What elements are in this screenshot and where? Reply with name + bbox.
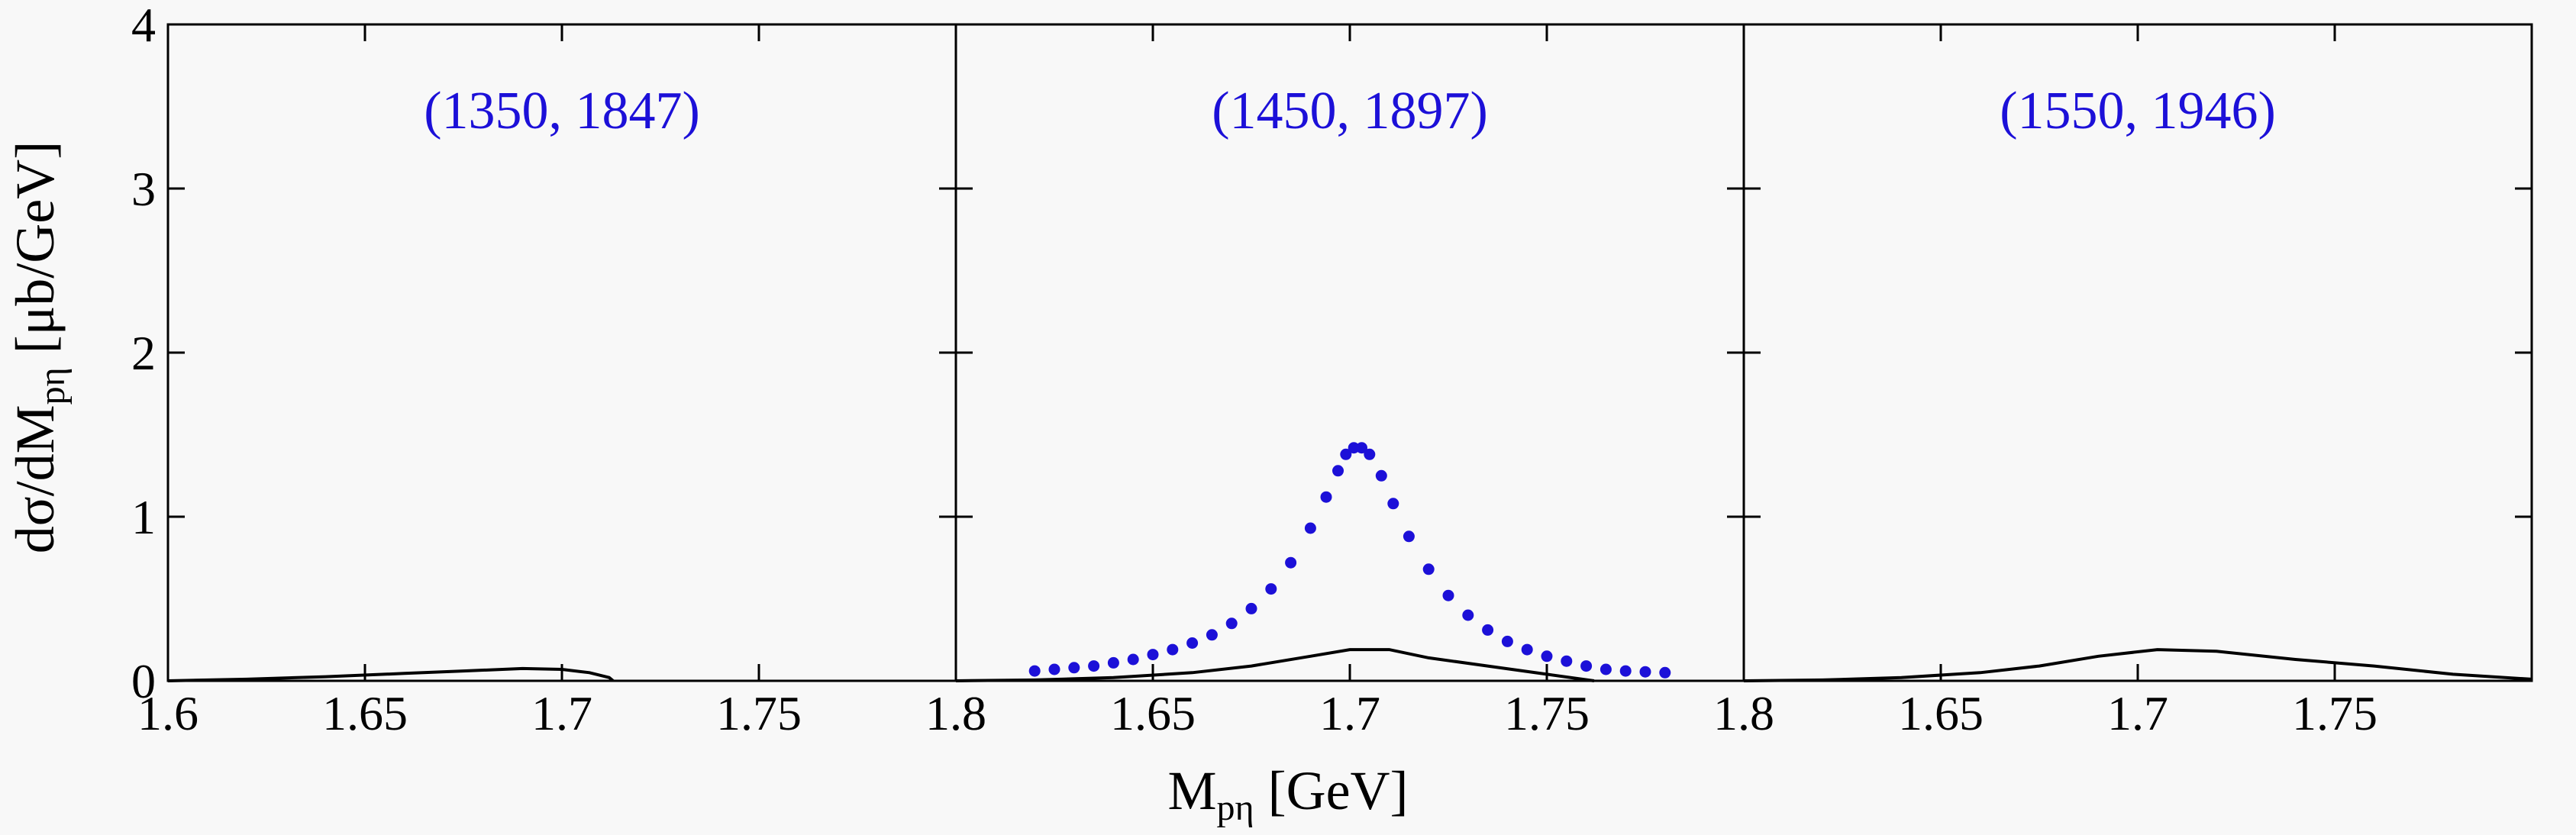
panel-2-dotted-point (1600, 663, 1612, 675)
panel-1-label: (1350, 1847) (424, 82, 700, 140)
panel-2-dotted-point (1088, 660, 1100, 672)
panel-2-dotted-point (1048, 663, 1060, 675)
panel-2-dotted-point (1068, 662, 1080, 674)
x-axis-title: Mpη [GeV] (1167, 760, 1408, 828)
x-axis-title-sub: pη (1217, 788, 1254, 828)
panel-2-label: (1450, 1897) (1212, 82, 1488, 140)
panel-2-dotted-point (1028, 665, 1041, 677)
panel-2-dotted-point (1521, 643, 1533, 656)
panel-1-x-tick-label: 1.65 (322, 686, 408, 740)
panel-2-dotted-point (1348, 442, 1360, 454)
panel-2-x-tick-label: 1.7 (1319, 686, 1380, 740)
y-axis-title-unit: [μb/GeV] (5, 141, 66, 368)
panel-2-dotted-point (1659, 666, 1671, 679)
panel-3-x-tick-label: 1.75 (2292, 686, 2377, 740)
y-tick-label: 1 (131, 490, 156, 544)
panel-2-dotted-point (1422, 563, 1435, 575)
panel-2-solid-curve (955, 648, 1595, 682)
panel-2-dotted-point (1320, 491, 1332, 503)
panel-2-dotted-point (1304, 522, 1316, 534)
y-tick-label: 0 (131, 654, 156, 708)
panel-2-dotted-point (1127, 653, 1139, 666)
y-tick-label: 4 (131, 0, 156, 52)
panel-2-x-tick-label: 1.8 (925, 686, 986, 740)
panel-2-dotted-point (1501, 635, 1513, 647)
panels: 0 1 2 3 4 1.6 1.65 1.7 1.75 1.8 (1350, 1847) 1.8 1.6… (131, 0, 2533, 740)
panel-2-dotted-point (1375, 469, 1387, 482)
y-tick-label: 2 (131, 326, 156, 380)
panel-2-dotted-point (1107, 656, 1119, 669)
panel-2-dotted-point (1541, 650, 1553, 663)
panel-2-dotted-point (1462, 609, 1474, 621)
panel-2-x-tick-label: 1.75 (1504, 686, 1590, 740)
panel-2-dotted-point (1167, 643, 1179, 656)
panel-2-dotted-point (1403, 530, 1415, 543)
panel-1-x-tick-label: 1.75 (716, 686, 802, 740)
panel-2-dotted-point (1580, 660, 1593, 672)
panel-2-dotted-point (1225, 617, 1238, 630)
panel-3-x-tick-label: 1.65 (1898, 686, 1984, 740)
panel-2-dotted-point (1619, 665, 1632, 677)
panel-2-dotted-point (1332, 465, 1344, 477)
panel-3-x-tick-label: 1.8 (1713, 686, 1774, 740)
panel-2-dotted-point (1340, 448, 1352, 460)
panel-2-dotted-point (1245, 602, 1257, 614)
panel-2-x-tick-label: 1.65 (1110, 686, 1196, 740)
panel-2-dotted-point (1639, 666, 1651, 678)
panel-1-x-tick-label: 1.6 (137, 686, 199, 740)
panel-3-x-tick-label: 1.7 (2107, 686, 2168, 740)
panel-2-dotted-point (1356, 442, 1367, 454)
panel-3-label: (1550, 1946) (2000, 82, 2276, 140)
panel-2-dotted-point (1561, 655, 1573, 667)
panel-2-dotted-point (1186, 637, 1199, 649)
panel-2-dotted-point (1482, 624, 1494, 636)
panel-2-dotted-point (1364, 448, 1376, 460)
y-axis-title-main: dσ/dM (5, 405, 66, 553)
panel-1-x-tick-label: 1.8 (925, 686, 986, 740)
panel-3-solid-curve (1743, 648, 2532, 682)
y-tick-label: 3 (131, 162, 156, 216)
panel-2-dotted-point (1285, 556, 1297, 569)
panel-2-dotted-point (1387, 498, 1399, 510)
panel-2-dotted-point (1147, 649, 1159, 661)
panel-1-solid-curve (167, 666, 615, 682)
y-axis-title-sub: pη (32, 367, 73, 405)
panel-2-dotted-point (1206, 629, 1218, 641)
panel-2-dotted-point (1265, 583, 1277, 595)
panel-1-x-tick-label: 1.7 (531, 686, 592, 740)
panel-2-dotted-point (1442, 589, 1454, 601)
x-axis-title-main: M (1167, 760, 1216, 821)
y-axis-title: dσ/dMpη [μb/GeV] (5, 141, 73, 553)
x-axis-title-unit: [GeV] (1254, 760, 1409, 821)
